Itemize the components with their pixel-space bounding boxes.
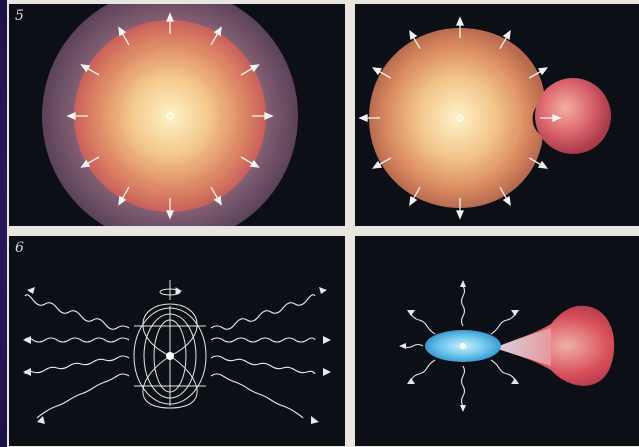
mass-stream (495, 328, 551, 366)
pulsar-dipole-illustration (23, 280, 331, 424)
dipole-field-lines (133, 303, 207, 409)
center-marker (166, 112, 174, 120)
panel-shell-companion (355, 4, 639, 226)
spin-indicator (159, 280, 182, 300)
panel-pulsar-dipole: 6 (9, 236, 345, 446)
panel-accretion-disk (355, 236, 639, 446)
shell-core (74, 20, 266, 212)
disk-radiation-waves (402, 285, 516, 407)
companion-star (535, 78, 611, 154)
wave-arrowheads (23, 287, 331, 424)
neutron-star (166, 352, 174, 360)
outward-arrows (359, 16, 561, 219)
accretion-disk-illustration (399, 280, 615, 412)
panel-expanding-shell: 5 (9, 4, 345, 226)
companion-star-lobe (495, 305, 615, 386)
center-marker (456, 114, 464, 122)
panel-number-6: 6 (15, 240, 24, 256)
radiation-waves (24, 294, 316, 419)
compact-object (460, 343, 466, 349)
expanding-shell-illustration (42, 4, 298, 226)
outward-arrows (67, 12, 273, 219)
shell-companion-illustration (359, 16, 611, 219)
disk-wave-arrowheads (399, 280, 519, 412)
panel-number-5: 5 (15, 8, 24, 24)
